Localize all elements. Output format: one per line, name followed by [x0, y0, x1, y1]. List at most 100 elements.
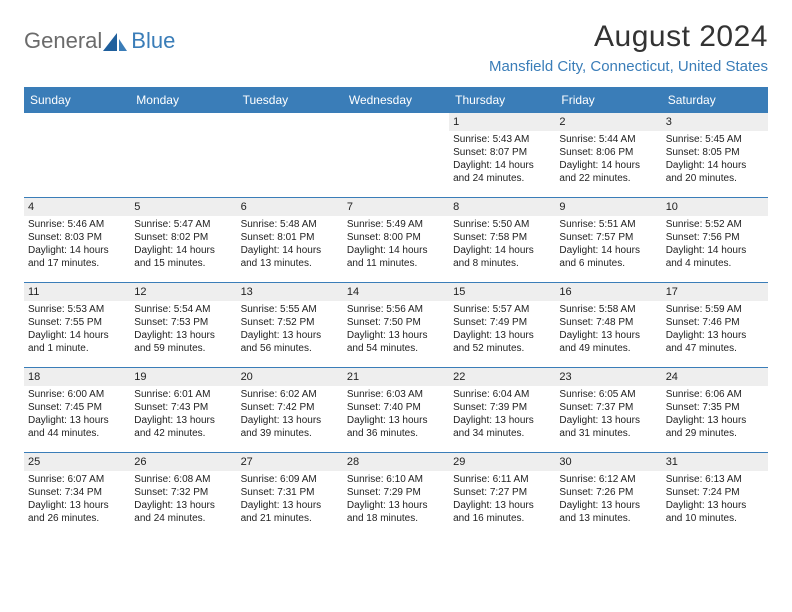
day-number: 15 — [449, 283, 555, 301]
day-detail-line: Sunrise: 6:09 AM — [241, 473, 339, 486]
day-detail-line: Sunrise: 5:51 AM — [559, 218, 657, 231]
day-details: Sunrise: 5:48 AMSunset: 8:01 PMDaylight:… — [237, 216, 343, 274]
day-detail-line: Daylight: 13 hours — [134, 329, 232, 342]
day-number: 21 — [343, 368, 449, 386]
day-detail-line: Sunrise: 6:05 AM — [559, 388, 657, 401]
day-details: Sunrise: 5:59 AMSunset: 7:46 PMDaylight:… — [662, 301, 768, 359]
calendar-day-cell: 4Sunrise: 5:46 AMSunset: 8:03 PMDaylight… — [24, 198, 130, 282]
day-number: 22 — [449, 368, 555, 386]
calendar-day-cell — [343, 113, 449, 197]
day-detail-line: Daylight: 13 hours — [134, 414, 232, 427]
day-details: Sunrise: 6:09 AMSunset: 7:31 PMDaylight:… — [237, 471, 343, 529]
day-detail-line: and 15 minutes. — [134, 257, 232, 270]
day-detail-line: Daylight: 14 hours — [453, 244, 551, 257]
day-detail-line: Sunrise: 5:45 AM — [666, 133, 764, 146]
day-details: Sunrise: 5:58 AMSunset: 7:48 PMDaylight:… — [555, 301, 661, 359]
page: General Blue August 2024 Mansfield City,… — [0, 0, 792, 557]
day-detail-line: Sunrise: 6:02 AM — [241, 388, 339, 401]
day-detail-line: and 16 minutes. — [453, 512, 551, 525]
day-detail-line: Sunrise: 6:11 AM — [453, 473, 551, 486]
day-number: 8 — [449, 198, 555, 216]
calendar-day-cell: 7Sunrise: 5:49 AMSunset: 8:00 PMDaylight… — [343, 198, 449, 282]
day-detail-line: and 13 minutes. — [559, 512, 657, 525]
day-detail-line: Daylight: 13 hours — [453, 414, 551, 427]
day-details: Sunrise: 5:52 AMSunset: 7:56 PMDaylight:… — [662, 216, 768, 274]
day-detail-line: Sunset: 7:56 PM — [666, 231, 764, 244]
day-details: Sunrise: 5:47 AMSunset: 8:02 PMDaylight:… — [130, 216, 236, 274]
calendar-day-cell: 17Sunrise: 5:59 AMSunset: 7:46 PMDayligh… — [662, 283, 768, 367]
calendar-day-cell — [130, 113, 236, 197]
day-detail-line: and 13 minutes. — [241, 257, 339, 270]
day-detail-line: Sunset: 8:03 PM — [28, 231, 126, 244]
calendar-day-cell: 1Sunrise: 5:43 AMSunset: 8:07 PMDaylight… — [449, 113, 555, 197]
day-details: Sunrise: 6:04 AMSunset: 7:39 PMDaylight:… — [449, 386, 555, 444]
day-detail-line: Sunset: 7:27 PM — [453, 486, 551, 499]
day-number: 12 — [130, 283, 236, 301]
day-details: Sunrise: 5:54 AMSunset: 7:53 PMDaylight:… — [130, 301, 236, 359]
calendar-day-cell: 20Sunrise: 6:02 AMSunset: 7:42 PMDayligh… — [237, 368, 343, 452]
day-detail-line: Sunrise: 5:53 AM — [28, 303, 126, 316]
day-detail-line: Sunset: 7:34 PM — [28, 486, 126, 499]
day-detail-line: Daylight: 13 hours — [559, 329, 657, 342]
day-detail-line: and 56 minutes. — [241, 342, 339, 355]
day-number: 18 — [24, 368, 130, 386]
day-detail-line: and 59 minutes. — [134, 342, 232, 355]
calendar-body: 1Sunrise: 5:43 AMSunset: 8:07 PMDaylight… — [24, 113, 768, 537]
day-detail-line: Sunset: 8:07 PM — [453, 146, 551, 159]
day-detail-line: Sunrise: 5:48 AM — [241, 218, 339, 231]
day-detail-line: Sunset: 7:39 PM — [453, 401, 551, 414]
day-detail-line: Daylight: 14 hours — [559, 159, 657, 172]
day-header: Friday — [555, 87, 661, 113]
calendar-week-row: 4Sunrise: 5:46 AMSunset: 8:03 PMDaylight… — [24, 197, 768, 282]
day-number: 19 — [130, 368, 236, 386]
day-number: 17 — [662, 283, 768, 301]
day-details: Sunrise: 5:45 AMSunset: 8:05 PMDaylight:… — [662, 131, 768, 189]
day-detail-line: Daylight: 14 hours — [134, 244, 232, 257]
day-number: 30 — [555, 453, 661, 471]
day-detail-line: Daylight: 13 hours — [347, 414, 445, 427]
calendar-week-row: 1Sunrise: 5:43 AMSunset: 8:07 PMDaylight… — [24, 113, 768, 197]
day-detail-line: Sunset: 8:05 PM — [666, 146, 764, 159]
day-number: 23 — [555, 368, 661, 386]
day-detail-line: Daylight: 13 hours — [241, 414, 339, 427]
day-number: 27 — [237, 453, 343, 471]
calendar: SundayMondayTuesdayWednesdayThursdayFrid… — [24, 87, 768, 537]
day-detail-line: Sunrise: 5:43 AM — [453, 133, 551, 146]
day-detail-line: Sunrise: 6:13 AM — [666, 473, 764, 486]
day-details: Sunrise: 6:08 AMSunset: 7:32 PMDaylight:… — [130, 471, 236, 529]
day-number: 7 — [343, 198, 449, 216]
day-detail-line: Daylight: 13 hours — [666, 329, 764, 342]
day-detail-line: Sunrise: 5:55 AM — [241, 303, 339, 316]
day-details: Sunrise: 5:55 AMSunset: 7:52 PMDaylight:… — [237, 301, 343, 359]
day-detail-line: Sunset: 7:26 PM — [559, 486, 657, 499]
day-details: Sunrise: 5:50 AMSunset: 7:58 PMDaylight:… — [449, 216, 555, 274]
day-detail-line: Sunset: 7:35 PM — [666, 401, 764, 414]
day-detail-line: Sunset: 7:46 PM — [666, 316, 764, 329]
day-detail-line: and 20 minutes. — [666, 172, 764, 185]
day-details: Sunrise: 5:57 AMSunset: 7:49 PMDaylight:… — [449, 301, 555, 359]
header: General Blue August 2024 Mansfield City,… — [24, 20, 768, 75]
day-detail-line: and 8 minutes. — [453, 257, 551, 270]
day-detail-line: Sunset: 7:55 PM — [28, 316, 126, 329]
day-number: 9 — [555, 198, 661, 216]
calendar-day-cell: 24Sunrise: 6:06 AMSunset: 7:35 PMDayligh… — [662, 368, 768, 452]
calendar-day-cell: 28Sunrise: 6:10 AMSunset: 7:29 PMDayligh… — [343, 453, 449, 537]
day-detail-line: Daylight: 13 hours — [453, 499, 551, 512]
calendar-day-cell: 5Sunrise: 5:47 AMSunset: 8:02 PMDaylight… — [130, 198, 236, 282]
day-details: Sunrise: 5:44 AMSunset: 8:06 PMDaylight:… — [555, 131, 661, 189]
day-detail-line: and 24 minutes. — [453, 172, 551, 185]
day-detail-line: and 22 minutes. — [559, 172, 657, 185]
day-header: Monday — [130, 87, 236, 113]
day-details: Sunrise: 6:10 AMSunset: 7:29 PMDaylight:… — [343, 471, 449, 529]
day-detail-line: Sunrise: 5:47 AM — [134, 218, 232, 231]
day-detail-line: Sunset: 7:53 PM — [134, 316, 232, 329]
day-detail-line: and 1 minute. — [28, 342, 126, 355]
day-detail-line: Sunset: 7:32 PM — [134, 486, 232, 499]
day-detail-line: and 47 minutes. — [666, 342, 764, 355]
day-number: 26 — [130, 453, 236, 471]
day-detail-line: Daylight: 13 hours — [347, 329, 445, 342]
day-detail-line: and 17 minutes. — [28, 257, 126, 270]
day-detail-line: Sunset: 7:48 PM — [559, 316, 657, 329]
calendar-day-cell: 13Sunrise: 5:55 AMSunset: 7:52 PMDayligh… — [237, 283, 343, 367]
day-number: 3 — [662, 113, 768, 131]
